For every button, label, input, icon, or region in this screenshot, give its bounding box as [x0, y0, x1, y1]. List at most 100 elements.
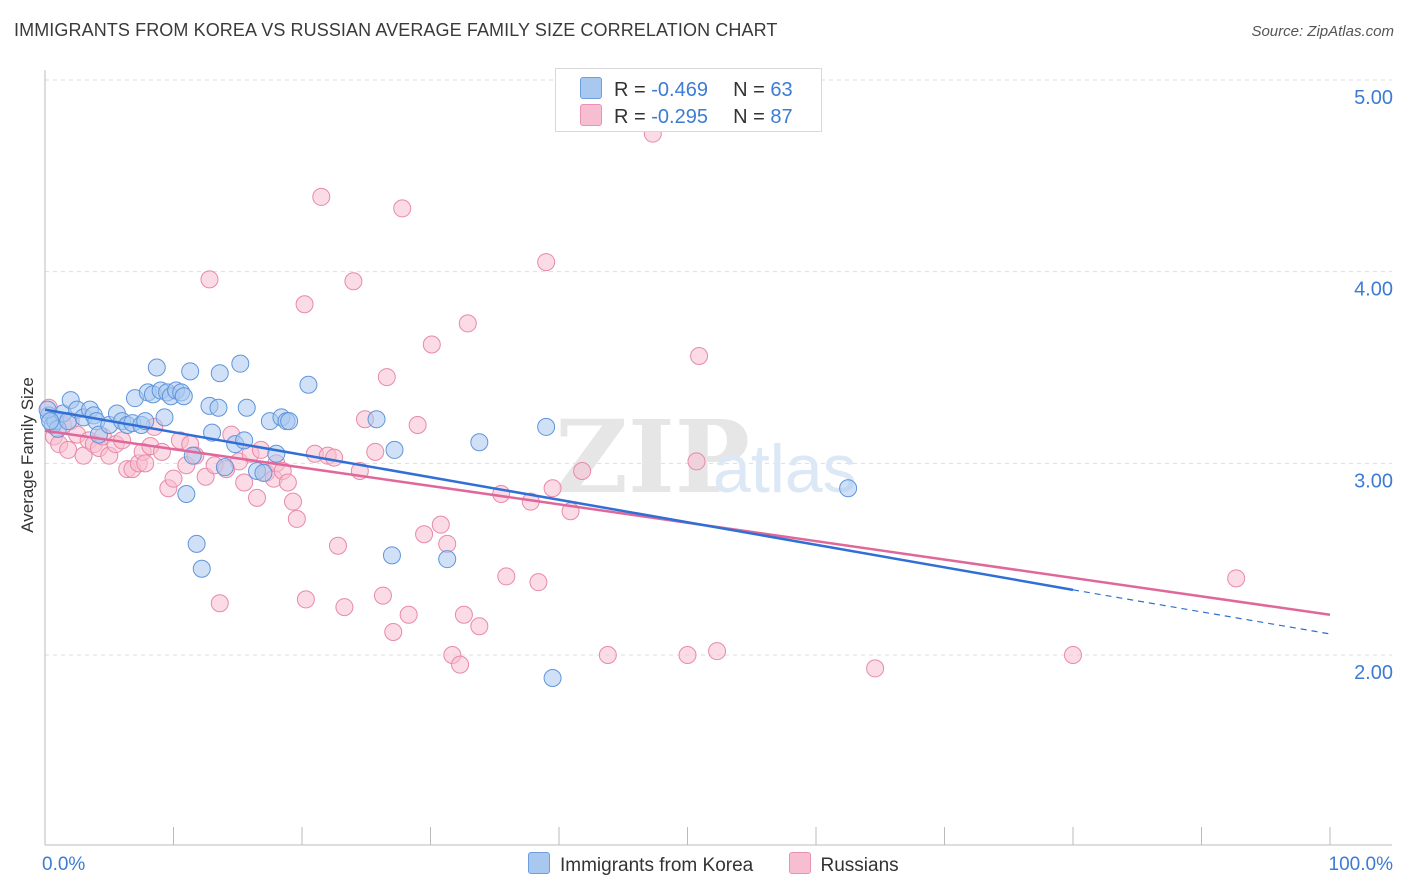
legend-swatch-russians — [788, 852, 811, 874]
russians-point — [451, 655, 470, 674]
russians-point — [543, 479, 562, 498]
russians-point — [200, 270, 219, 289]
russians-point — [408, 416, 427, 434]
y-tick-label: 3.00 — [1354, 470, 1393, 492]
russians-point — [248, 488, 267, 507]
legend-label-russians: Russians — [820, 855, 899, 876]
russians-point — [598, 646, 617, 664]
russians-point — [537, 253, 556, 272]
korea-point — [177, 485, 196, 503]
russians-point — [335, 598, 354, 617]
korea-point — [382, 546, 401, 565]
korea-point — [41, 412, 60, 431]
legend-swatch-russians — [580, 104, 602, 126]
russians-point — [454, 605, 473, 624]
korea-point — [537, 417, 556, 436]
russians-point — [866, 659, 885, 678]
korea-point — [147, 358, 166, 377]
russians-point — [415, 525, 434, 544]
axes — [44, 70, 1392, 846]
korea-point — [254, 463, 273, 482]
korea-point — [174, 387, 193, 406]
russians-point — [1227, 569, 1246, 588]
russians-point — [251, 440, 270, 459]
korea-point — [209, 398, 228, 417]
korea-point — [367, 410, 386, 429]
korea-point — [210, 364, 229, 383]
watermark-atlas: atlas — [713, 431, 857, 507]
russians-point — [136, 454, 155, 473]
korea-point — [385, 440, 404, 459]
source-label: Source: ZipAtlas.com — [1251, 23, 1394, 40]
russians-point — [328, 536, 347, 555]
russians-point — [312, 187, 331, 206]
russians-point — [325, 448, 344, 467]
russians-point — [687, 452, 706, 471]
korea-point — [231, 354, 250, 373]
legend-r-value-russians: -0.295 — [651, 106, 708, 128]
watermark-zip: ZIP — [555, 398, 750, 516]
legend-row-russians: R = -0.295 N = 87 — [580, 104, 793, 128]
korea-point — [203, 423, 222, 442]
russians-point — [210, 594, 229, 613]
russians-point — [366, 442, 385, 461]
russians-point — [59, 440, 78, 459]
legend-swatch-korea — [580, 77, 602, 99]
legend-row-korea: R = -0.469 N = 63 — [580, 77, 793, 101]
russians-point — [384, 623, 403, 641]
russians-point — [393, 199, 412, 218]
legend-item-korea: Immigrants from Korea — [528, 852, 753, 877]
russians-point — [678, 646, 697, 664]
korea-point — [155, 408, 174, 427]
russians-point — [278, 473, 297, 492]
tick-labels: 2.00 3.00 4.00 5.00 0.0% 100.0% — [42, 87, 1393, 875]
legend-item-russians: Russians — [788, 852, 899, 877]
russians-point — [235, 473, 254, 492]
russians-point — [458, 314, 477, 333]
korea-point — [543, 669, 562, 687]
russians-point — [573, 462, 592, 480]
y-tick-label: 4.00 — [1354, 279, 1393, 301]
korea-point — [299, 375, 318, 394]
korea-points — [38, 354, 858, 687]
russians-point — [296, 590, 315, 609]
russians-point — [399, 605, 418, 624]
russians-point — [422, 335, 441, 354]
legend-n-label: N = — [733, 79, 765, 101]
trend-lines — [44, 408, 1331, 635]
korea-point — [470, 433, 489, 452]
russians-point — [690, 347, 709, 365]
y-tick-label: 2.00 — [1354, 662, 1393, 684]
russians-point — [497, 567, 516, 586]
korea-point — [280, 412, 299, 431]
russians-point — [377, 368, 396, 387]
korea-point — [438, 550, 457, 569]
x-tick-label-max: 100.0% — [1329, 854, 1394, 875]
russians-point — [373, 586, 392, 605]
korea-point — [215, 458, 234, 477]
russians-point — [438, 534, 457, 553]
legend-n-value-russians: 87 — [770, 106, 793, 128]
russians-point — [470, 617, 489, 636]
series-legend: Immigrants from Korea Russians — [528, 852, 929, 877]
korea-point — [237, 398, 256, 417]
y-axis-label: Average Family Size — [18, 377, 37, 533]
legend-swatch-korea — [528, 852, 550, 874]
legend-n-label: N = — [733, 106, 765, 128]
korea-point — [181, 362, 200, 381]
russians-point — [284, 492, 303, 511]
x-tick-label-min: 0.0% — [42, 854, 85, 875]
russians-point — [529, 573, 548, 592]
chart-title: IMMIGRANTS FROM KOREA VS RUSSIAN AVERAGE… — [14, 20, 778, 40]
korea-point — [839, 479, 858, 498]
legend-label-korea: Immigrants from Korea — [560, 855, 754, 876]
russians-point — [287, 509, 306, 528]
korea-point — [183, 446, 202, 465]
korea-trend-line — [44, 408, 1074, 592]
russians-point — [1064, 646, 1082, 664]
korea-point — [267, 444, 286, 463]
russians-point — [164, 469, 183, 488]
legend-n-value-korea: 63 — [770, 79, 793, 101]
